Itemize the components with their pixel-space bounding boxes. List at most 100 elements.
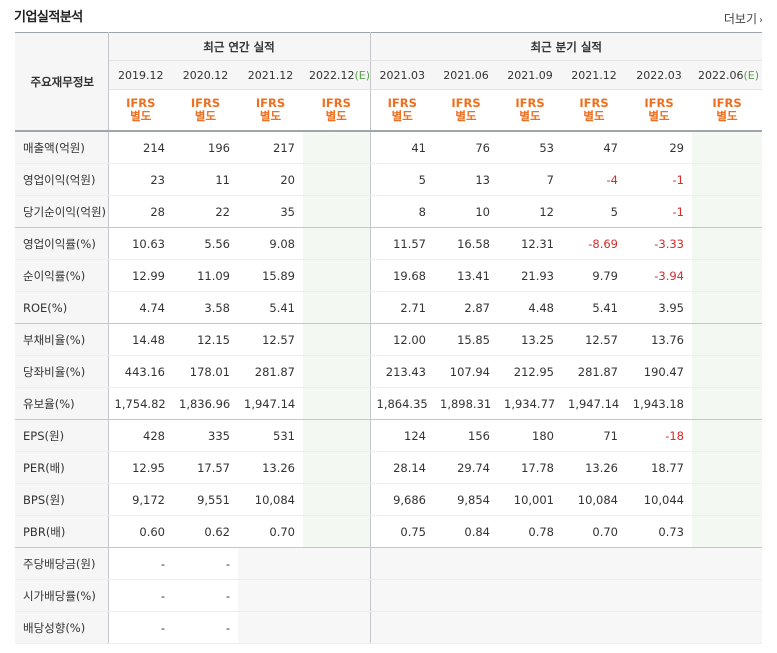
period-label: 2021.12 <box>247 68 294 82</box>
separate-label: 별도 <box>583 109 605 123</box>
value-cell: 107.94 <box>434 355 498 388</box>
value-cell: 1,947.14 <box>562 387 626 420</box>
value-cell <box>692 323 762 356</box>
value-cell: - <box>173 611 238 644</box>
value-cell <box>562 547 626 580</box>
value-cell: 12.95 <box>108 451 173 484</box>
row-label: 시가배당률(%) <box>15 579 109 612</box>
value-cell: 0.73 <box>626 515 692 548</box>
ifrs-cell: IFRS 별도 <box>562 89 626 132</box>
value-cell <box>303 131 371 164</box>
value-cell: 10.63 <box>108 227 173 260</box>
separate-label: 별도 <box>455 109 477 123</box>
value-cell <box>692 227 762 260</box>
value-cell: 12.99 <box>108 259 173 292</box>
value-cell <box>303 515 371 548</box>
period-header: 2021.12 <box>562 60 626 90</box>
separate-label: 별도 <box>519 109 541 123</box>
ifrs-cell: IFRS 별도 <box>626 89 692 132</box>
value-cell: 9.08 <box>238 227 303 260</box>
value-cell <box>303 547 371 580</box>
value-cell: 4.74 <box>108 291 173 324</box>
value-cell <box>303 195 371 228</box>
value-cell: 124 <box>370 419 434 452</box>
value-cell: 9.79 <box>562 259 626 292</box>
value-cell <box>692 387 762 420</box>
value-cell: 41 <box>370 131 434 164</box>
value-cell: 3.58 <box>173 291 238 324</box>
separate-label: 별도 <box>648 109 670 123</box>
value-cell: 13.25 <box>498 323 562 356</box>
ifrs-cell: IFRS 별도 <box>108 89 173 132</box>
ifrs-cell: IFRS 별도 <box>434 89 498 132</box>
period-header: 2022.12(E) <box>303 60 371 90</box>
value-cell: 12.31 <box>498 227 562 260</box>
value-cell: 0.60 <box>108 515 173 548</box>
value-cell: 76 <box>434 131 498 164</box>
value-cell: 9,551 <box>173 483 238 516</box>
table-row: EPS(원) 428 335 531 124 156 180 71 -18 <box>15 419 762 452</box>
table-row: 주당배당금(원) - - <box>15 547 762 580</box>
ifrs-cell: IFRS 별도 <box>498 89 562 132</box>
table-row: 시가배당률(%) - - <box>15 579 762 612</box>
value-cell: 13.26 <box>238 451 303 484</box>
period-header: 2022.06(E) <box>692 60 762 90</box>
more-link[interactable]: 더보기 › <box>724 10 763 27</box>
value-cell: - <box>173 579 238 612</box>
ifrs-cell: IFRS 별도 <box>692 89 762 132</box>
period-header: 2019.12 <box>108 60 173 90</box>
ifrs-cell: IFRS 별도 <box>173 89 238 132</box>
value-cell: -3.94 <box>626 259 692 292</box>
separate-label: 별도 <box>130 109 152 123</box>
value-cell: 53 <box>498 131 562 164</box>
value-cell <box>692 195 762 228</box>
value-cell <box>370 611 434 644</box>
value-cell <box>692 419 762 452</box>
table-row: 당좌비율(%) 443.16 178.01 281.87 213.43 107.94 212… <box>15 355 762 388</box>
value-cell: 4.48 <box>498 291 562 324</box>
value-cell: 12 <box>498 195 562 228</box>
value-cell: 428 <box>108 419 173 452</box>
period-label: 2022.03 <box>636 68 682 82</box>
value-cell <box>692 515 762 548</box>
value-cell <box>238 579 303 612</box>
value-cell: 10,084 <box>238 483 303 516</box>
ifrs-label: IFRS <box>515 96 545 110</box>
row-label: 배당성향(%) <box>15 611 109 644</box>
ifrs-label: IFRS <box>255 96 286 110</box>
value-cell: 13 <box>434 163 498 196</box>
value-cell: 9,172 <box>108 483 173 516</box>
value-cell: 9,854 <box>434 483 498 516</box>
value-cell: 17.57 <box>173 451 238 484</box>
ifrs-label: IFRS <box>126 96 156 110</box>
value-cell <box>238 547 303 580</box>
row-label: ROE(%) <box>15 291 109 324</box>
value-cell: 15.89 <box>238 259 303 292</box>
value-cell <box>692 259 762 292</box>
ifrs-label: IFRS <box>451 96 481 110</box>
row-label: 주당배당금(원) <box>15 547 109 580</box>
value-cell <box>434 547 498 580</box>
value-cell: 443.16 <box>108 355 173 388</box>
ifrs-label: IFRS <box>321 96 351 110</box>
annual-group-label: 최근 연간 실적 <box>108 32 371 61</box>
period-header: 2021.03 <box>370 60 434 90</box>
value-cell <box>303 291 371 324</box>
value-cell: 18.77 <box>626 451 692 484</box>
period-header: 2021.09 <box>498 60 562 90</box>
ifrs-cell: IFRS 별도 <box>370 89 434 132</box>
value-cell: 11.57 <box>370 227 434 260</box>
value-cell: -3.33 <box>626 227 692 260</box>
value-cell: 180 <box>498 419 562 452</box>
period-label: 2022.06 <box>698 68 744 82</box>
value-cell <box>498 611 562 644</box>
value-cell: 35 <box>238 195 303 228</box>
value-cell: 2.87 <box>434 291 498 324</box>
value-cell: 213.43 <box>370 355 434 388</box>
value-cell <box>303 483 371 516</box>
value-cell: 13.41 <box>434 259 498 292</box>
value-cell: 1,754.82 <box>108 387 173 420</box>
ifrs-cell: IFRS 별도 <box>238 89 303 132</box>
value-cell <box>434 579 498 612</box>
period-label: 2021.06 <box>443 68 489 82</box>
